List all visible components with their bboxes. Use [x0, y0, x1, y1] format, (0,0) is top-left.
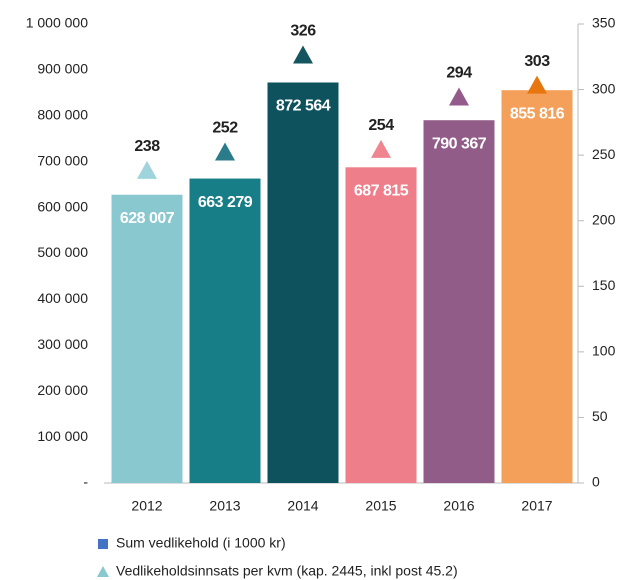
triangle-marker — [137, 160, 157, 179]
marker-value-label: 303 — [524, 53, 550, 70]
bar — [345, 167, 417, 483]
y-tick-label: - — [83, 474, 88, 490]
y-tick-label: 100 000 — [37, 428, 88, 444]
y-tick-label: 300 000 — [37, 336, 88, 352]
x-tick-label: 2014 — [287, 498, 318, 514]
marker-value-label: 294 — [446, 65, 472, 82]
bar-value-label: 872 564 — [276, 98, 331, 115]
y-tick-label: 900 000 — [37, 61, 88, 77]
y2-tick-label: 200 — [592, 211, 616, 227]
bar — [423, 120, 495, 483]
x-tick-label: 2012 — [131, 498, 162, 514]
x-tick-label: 2013 — [209, 498, 240, 514]
x-tick-label: 2015 — [365, 498, 396, 514]
legend-swatch — [97, 566, 109, 577]
y-tick-label: 600 000 — [37, 198, 88, 214]
marker-value-label: 254 — [368, 117, 394, 134]
y-tick-label: 400 000 — [37, 290, 88, 306]
y-tick-label: 500 000 — [37, 244, 88, 260]
bar-value-label: 855 816 — [510, 105, 565, 122]
triangle-marker — [293, 45, 313, 64]
y-tick-label: 700 000 — [37, 152, 88, 168]
bar — [501, 90, 573, 484]
bar-value-label: 628 007 — [120, 210, 175, 227]
y2-tick-label: 150 — [592, 277, 616, 293]
y2-tick-label: 50 — [592, 408, 608, 424]
triangle-marker — [215, 142, 235, 161]
marker-value-label: 326 — [290, 23, 316, 40]
x-tick-label: 2016 — [443, 498, 474, 514]
bar — [111, 194, 183, 483]
y2-tick-label: 300 — [592, 80, 616, 96]
bar-value-label: 687 815 — [354, 183, 409, 200]
bar-value-label: 663 279 — [198, 194, 253, 211]
y-tick-label: 1 000 000 — [26, 15, 88, 31]
marker-value-label: 238 — [134, 138, 160, 155]
triangle-marker — [449, 87, 469, 106]
legend-label: Sum vedlikehold (i 1000 kr) — [116, 535, 286, 551]
marker-value-label: 252 — [212, 120, 238, 137]
y-tick-label: 200 000 — [37, 382, 88, 398]
bar — [267, 82, 339, 483]
bar-value-label: 790 367 — [432, 135, 487, 152]
bar — [189, 178, 261, 483]
y2-tick-label: 250 — [592, 146, 616, 162]
triangle-marker — [371, 139, 391, 158]
x-tick-label: 2017 — [521, 498, 552, 514]
y2-tick-label: 350 — [592, 15, 616, 31]
y-tick-label: 800 000 — [37, 107, 88, 123]
y2-tick-label: 0 — [592, 474, 600, 490]
triangle-marker — [527, 75, 547, 94]
y2-tick-label: 100 — [592, 343, 616, 359]
legend-swatch — [98, 539, 108, 549]
legend-label: Vedlikeholdsinnsats per kvm (kap. 2445, … — [116, 563, 458, 579]
